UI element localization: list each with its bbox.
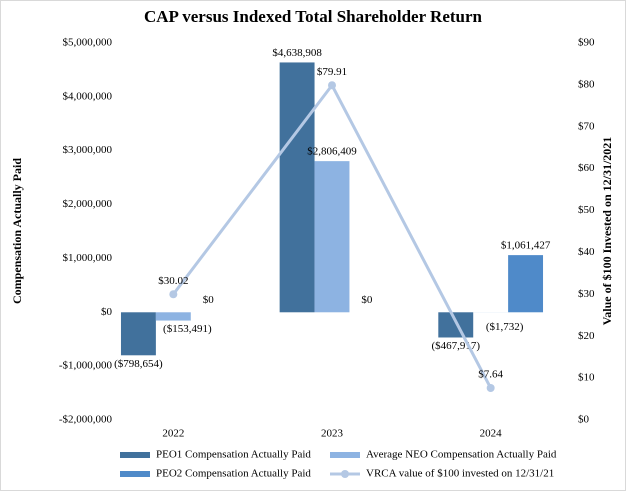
y2-tick-label: $70 [578,120,595,132]
y-tick-label: $5,000,000 [63,37,113,49]
data-label: ($798,654) [114,358,163,370]
y2-tick-label: $30 [578,288,595,300]
bar [120,312,156,356]
y2-tick-label: $20 [578,330,595,342]
legend-swatch [341,470,349,478]
y-axis-title: Compensation Actually Paid [10,158,24,304]
line-point [328,81,336,90]
y-tick-label: $3,000,000 [63,144,113,156]
legend-swatch [120,452,150,458]
legend-swatch [120,471,150,477]
data-label: ($467,917) [431,340,480,352]
data-label: $79.91 [317,66,347,78]
data-label: $0 [203,294,215,306]
legend-label: PEO2 Compensation Actually Paid [156,468,311,480]
data-label: $7.64 [478,369,503,381]
x-tick-label: 2022 [162,428,184,440]
bar [438,312,474,338]
y-tick-label: -$1,000,000 [59,360,113,372]
data-label: $30.02 [158,275,188,287]
data-label: $2,806,409 [307,146,357,158]
legend-label: Average NEO Compensation Actually Paid [366,449,557,461]
y-tick-label: $4,000,000 [63,90,113,102]
bar [508,255,544,313]
line-point [169,290,178,299]
y2-tick-label: $40 [578,246,595,258]
y2-tick-label: $90 [578,37,595,49]
data-label: ($1,732) [486,321,524,333]
y2-tick-label: $50 [578,204,595,216]
legend-swatch [330,452,360,458]
data-label: $4,638,908 [272,47,322,59]
y2-tick-label: $60 [578,162,595,174]
chart-title: CAP versus Indexed Total Shareholder Ret… [144,7,483,26]
y-tick-label: -$2,000,000 [59,414,113,426]
legend-label: VRCA value of $100 invested on 12/31/21 [366,468,554,480]
y2-tick-label: $10 [578,372,595,384]
x-tick-label: 2024 [480,428,503,440]
y-tick-label: $1,000,000 [63,252,113,264]
legend-label: PEO1 Compensation Actually Paid [156,449,311,461]
data-label: $0 [361,294,373,306]
bar [155,312,191,321]
y-tick-label: $2,000,000 [63,198,113,210]
data-label: ($153,491) [163,323,212,335]
data-label: $1,061,427 [501,240,551,252]
bar [314,161,350,313]
y-tick-label: $0 [101,306,113,318]
x-tick-label: 2023 [321,428,344,440]
y2-tick-label: $80 [578,78,595,90]
bar [279,62,315,313]
y2-tick-label: $0 [578,414,590,426]
y2-axis-title: Value of $100 Invested on 12/31/2021 [600,137,614,326]
line-point [486,383,495,392]
